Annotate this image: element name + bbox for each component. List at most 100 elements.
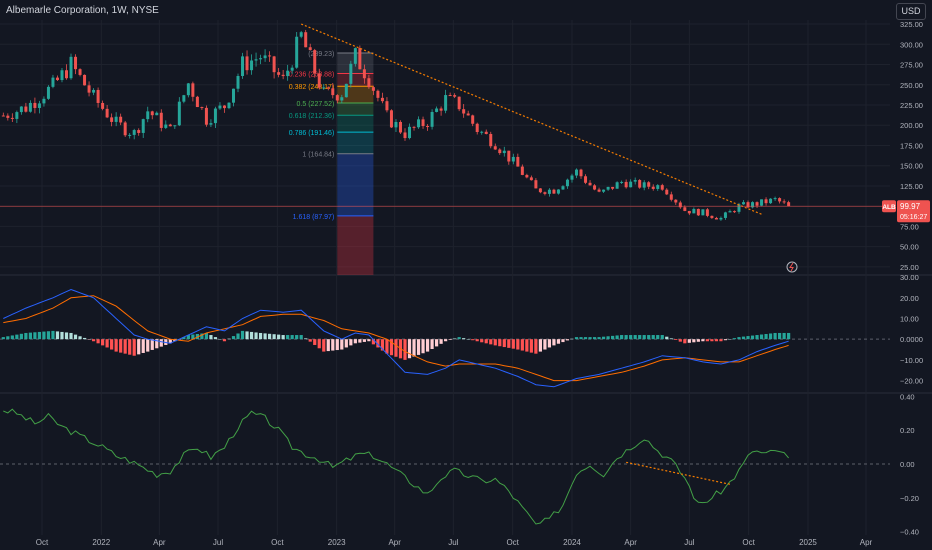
candle-body [453, 95, 457, 97]
candle-body [209, 123, 213, 125]
price-axis-label: 300.00 [900, 40, 923, 49]
macd-histogram-bar [19, 333, 23, 340]
x-tick-label: Apr [153, 538, 166, 547]
x-tick-label: Oct [36, 538, 49, 547]
macd-histogram-bar [529, 339, 533, 353]
candle-body [123, 122, 127, 136]
macd-histogram-bar [448, 339, 452, 340]
candle-body [764, 199, 768, 204]
price-trendline [300, 23, 762, 215]
macd-histogram-bar [511, 339, 515, 349]
x-tick-label: 2024 [563, 538, 581, 547]
macd-histogram-bar [642, 335, 646, 340]
macd-histogram-bar [484, 339, 488, 344]
macd-histogram-bar [353, 339, 357, 344]
candle-body [507, 150, 511, 162]
macd-histogram-bar [128, 339, 132, 355]
price-tag-value: 99.97 [900, 202, 921, 211]
candle-body [222, 105, 226, 109]
candle-body [340, 97, 344, 101]
macd-histogram-bar [173, 339, 177, 342]
macd-histogram-bar [91, 339, 96, 342]
price-axis-label: 125.00 [900, 182, 923, 191]
macd-histogram-bar [592, 337, 597, 340]
macd-histogram-bar [687, 339, 691, 343]
macd-histogram-bar [123, 339, 127, 354]
macd-histogram-bar [430, 339, 434, 350]
candle-body [132, 130, 136, 135]
price-axis-label: 225.00 [900, 101, 923, 110]
macd-histogram-bar [267, 333, 272, 340]
macd-histogram-bar [538, 339, 542, 352]
candle-body [782, 201, 786, 203]
macd-histogram-bar [493, 339, 497, 346]
candle-body [602, 189, 606, 192]
macd-histogram-bar [768, 333, 773, 340]
candle-body [683, 207, 687, 211]
macd-histogram-bar [574, 337, 579, 340]
macd-histogram-bar [647, 335, 651, 340]
macd-histogram-bar [240, 330, 245, 340]
macd-histogram-bar [705, 339, 709, 342]
macd-histogram-bar [119, 339, 123, 353]
candle-body [173, 125, 177, 127]
candle-body [647, 182, 651, 187]
candle-body [520, 166, 524, 175]
candle-body [317, 73, 321, 88]
candle-body [696, 208, 700, 216]
candle-body [633, 180, 637, 182]
macd-histogram-bar [101, 339, 105, 346]
candle-body [46, 86, 50, 99]
x-tick-label: Apr [860, 538, 873, 547]
candle-body [299, 32, 303, 37]
macd-signal-line [3, 295, 789, 382]
candle-body [719, 217, 723, 220]
macd-histogram-bar [51, 330, 55, 340]
macd-histogram-bar [633, 335, 637, 340]
candle-body [615, 182, 619, 189]
candle-body [227, 102, 231, 109]
macd-histogram-bar [272, 334, 276, 340]
macd-histogram-bar [87, 339, 91, 340]
macd-histogram-bar [209, 335, 213, 340]
macd-histogram-bar [213, 337, 218, 340]
macd-histogram-bar [394, 339, 398, 357]
macd-histogram-bar [132, 339, 136, 356]
currency-button[interactable]: USD [896, 3, 926, 20]
macd-histogram-bar [579, 337, 583, 340]
candle-body [371, 87, 375, 91]
chart-title: Albemarle Corporation, 1W, NYSE [6, 5, 159, 16]
price-axis-label: 250.00 [900, 81, 923, 90]
candle-body [358, 48, 362, 70]
candle-body [250, 60, 254, 71]
candle-body [728, 211, 732, 213]
candle-body [385, 101, 389, 111]
macd-line [3, 288, 789, 388]
candle-body [448, 95, 452, 97]
macd-axis-label: 30.00 [900, 273, 919, 282]
candle-body [69, 56, 73, 79]
macd-histogram-bar [520, 339, 524, 351]
macd-histogram-bar [728, 339, 732, 340]
candle-body [259, 58, 263, 60]
macd-histogram-bar [723, 339, 728, 341]
macd-histogram-bar [60, 331, 64, 340]
macd-histogram-bar [583, 337, 588, 340]
candle-body [656, 185, 660, 189]
candle-body [408, 126, 412, 139]
macd-histogram-bar [96, 339, 100, 344]
candle-body [462, 109, 466, 114]
candle-body [769, 198, 773, 204]
candle-body [83, 74, 87, 86]
macd-axis-label: −10.00 [900, 356, 923, 365]
candle-body [376, 90, 380, 98]
macd-histogram-bar [737, 337, 741, 340]
macd-histogram-bar [507, 339, 511, 348]
candle-body [606, 186, 610, 190]
candle-body [241, 56, 245, 77]
price-tag-symbol-bg [882, 200, 896, 213]
macd-histogram-bar [10, 335, 14, 340]
candle-body [344, 83, 348, 98]
candle-body [787, 202, 791, 207]
